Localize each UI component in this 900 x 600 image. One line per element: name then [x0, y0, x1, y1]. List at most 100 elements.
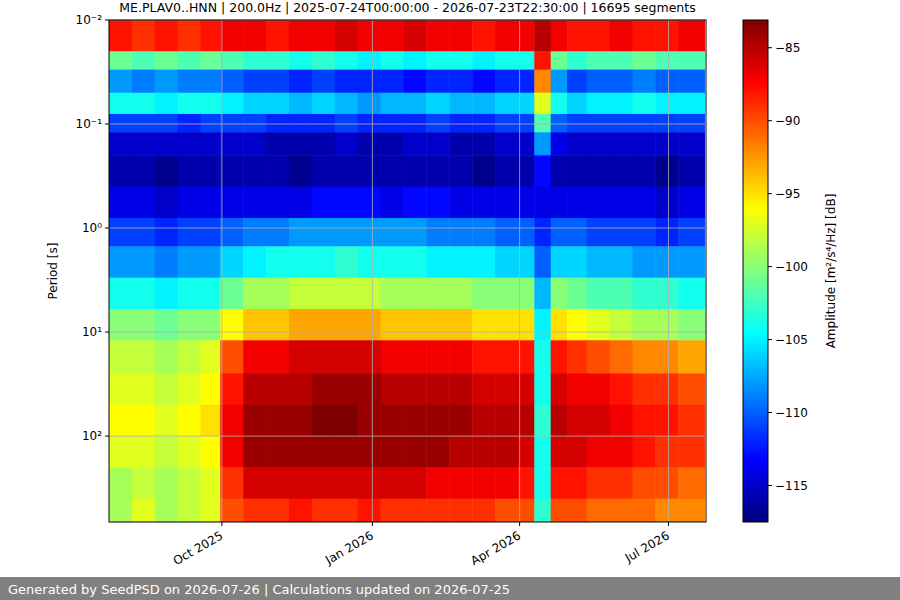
cell: [155, 93, 178, 115]
cell: [335, 373, 358, 405]
cell: [243, 467, 266, 499]
cell: [178, 20, 201, 52]
cell: [587, 246, 610, 278]
x-tick-label: Jan 2026: [322, 528, 376, 567]
background: [0, 0, 900, 600]
cell: [678, 20, 705, 52]
cell: [335, 93, 358, 115]
cell: [312, 436, 335, 468]
cell: [358, 114, 381, 133]
cell: [403, 155, 426, 187]
cell: [449, 93, 472, 115]
cell: [289, 309, 312, 341]
cell: [403, 405, 426, 437]
cell: [220, 93, 243, 115]
cell: [178, 499, 201, 522]
cell: [551, 70, 568, 94]
cell: [266, 218, 289, 247]
cell: [534, 70, 551, 94]
cell: [403, 51, 426, 70]
cell: [587, 278, 610, 310]
cell: [472, 93, 495, 115]
cell: [381, 218, 404, 247]
cell: [534, 132, 551, 156]
cell: [518, 309, 535, 341]
cell: [449, 405, 472, 437]
cell: [335, 155, 358, 187]
cell: [567, 246, 587, 278]
cell: [518, 278, 535, 310]
cell: [632, 218, 655, 247]
cell: [403, 70, 426, 94]
cell: [587, 51, 610, 70]
cell: [266, 114, 289, 133]
cell: [381, 436, 404, 468]
cell: [655, 246, 678, 278]
cell: [201, 51, 221, 70]
cell: [312, 70, 335, 94]
cell: [358, 405, 381, 437]
cell: [335, 51, 358, 70]
cell: [266, 405, 289, 437]
cell: [220, 340, 243, 374]
cell: [155, 467, 178, 499]
colorbar-tick-label: −105: [775, 333, 808, 347]
cell: [426, 51, 449, 70]
cells: [109, 20, 705, 522]
cell: [610, 373, 633, 405]
cell: [632, 499, 655, 522]
cell: [472, 218, 495, 247]
cell: [289, 132, 312, 156]
cell: [335, 499, 358, 522]
cell: [426, 155, 449, 187]
cell: [403, 218, 426, 247]
cell: [178, 218, 201, 247]
cell: [678, 467, 705, 499]
cell: [201, 340, 221, 374]
cell: [655, 405, 678, 437]
cell: [109, 246, 132, 278]
cell: [109, 467, 132, 499]
cell: [426, 218, 449, 247]
cell: [403, 278, 426, 310]
cell: [551, 51, 568, 70]
cell: [567, 467, 587, 499]
cell: [109, 187, 132, 219]
cell: [155, 187, 178, 219]
cell: [201, 278, 221, 310]
cell: [155, 70, 178, 94]
grid-line: [668, 20, 669, 522]
cell: [403, 93, 426, 115]
cell: [449, 70, 472, 94]
cell: [312, 187, 335, 219]
cell: [551, 93, 568, 115]
y-axis-title: Period [s]: [46, 243, 60, 300]
cell: [449, 114, 472, 133]
x-tick-label: Oct 2025: [171, 528, 226, 568]
cell: [132, 218, 155, 247]
cell: [335, 405, 358, 437]
cell: [335, 187, 358, 219]
cell: [567, 340, 587, 374]
cell: [335, 218, 358, 247]
cell: [358, 373, 381, 405]
cell: [289, 340, 312, 374]
cell: [132, 340, 155, 374]
cell: [289, 436, 312, 468]
cell: [534, 155, 551, 187]
cell: [132, 309, 155, 341]
cell: [587, 373, 610, 405]
cell: [678, 373, 705, 405]
cell: [518, 499, 535, 522]
cell: [358, 20, 381, 52]
cell: [358, 218, 381, 247]
cell: [220, 278, 243, 310]
y-tick-label: 10⁻²: [76, 13, 103, 27]
cell: [266, 155, 289, 187]
cell: [220, 51, 243, 70]
cell: [178, 155, 201, 187]
cell: [132, 436, 155, 468]
cell: [587, 499, 610, 522]
cell: [178, 114, 201, 133]
cell: [155, 246, 178, 278]
